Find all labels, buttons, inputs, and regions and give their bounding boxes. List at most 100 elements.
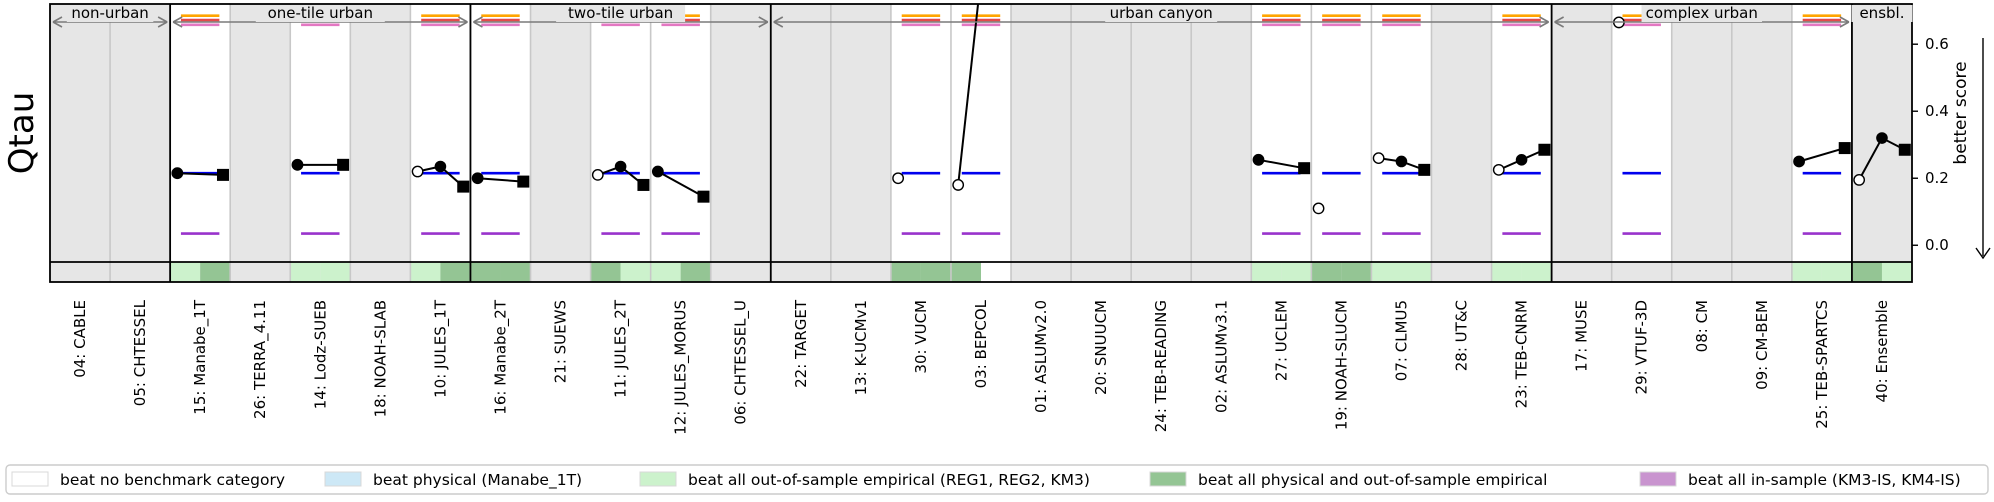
point-stage3-2	[216, 168, 229, 181]
x-tick-label: 17: MUSE	[1573, 300, 1591, 372]
beat-cell	[1251, 262, 1282, 282]
beat-cell	[890, 262, 921, 282]
legend-label: beat all physical and out-of-sample empi…	[1198, 471, 1548, 489]
point-stage2-22	[1395, 155, 1408, 168]
column-bg-10	[650, 4, 711, 262]
beat-cell	[1851, 262, 1882, 282]
point-stage2-9	[614, 160, 627, 173]
group-arrow-head-right	[458, 16, 468, 28]
beat-cell	[1821, 262, 1852, 282]
group-label: one-tile urban	[268, 4, 373, 22]
column-bg-28	[1731, 4, 1792, 262]
beat-cell	[1881, 262, 1912, 282]
group-arrow-head-right	[758, 16, 769, 28]
legend-label: beat physical (Manabe_1T)	[373, 471, 582, 490]
x-tick-label: 19: NOAH-SLUCM	[1332, 300, 1350, 430]
group-arrow-head-left	[52, 16, 63, 28]
x-tick-label: 18: NOAH-SLAB	[371, 300, 389, 417]
y-tick-label: 0.2	[1925, 169, 1949, 187]
legend-swatch	[11, 471, 49, 487]
x-tick-label: 23: TEB-CNRM	[1513, 300, 1531, 408]
column-bg-24	[1491, 4, 1552, 262]
beat-cell	[981, 262, 1012, 282]
y-axis-label: Qtau	[2, 92, 42, 174]
x-tick-label: 20: SNUUCM	[1092, 300, 1110, 395]
x-tick-label: 04: CABLE	[71, 300, 89, 378]
point-stage2-6	[434, 160, 447, 173]
legend-swatch	[1149, 471, 1187, 487]
group-label: complex urban	[1646, 4, 1758, 22]
plot-frame	[49, 3, 1913, 283]
group-label-bg	[1641, 5, 1763, 22]
point-stage1-14	[892, 172, 905, 185]
x-tick-label: 24: TEB-READING	[1152, 300, 1170, 432]
series-line-2	[177, 172, 224, 176]
group-label: two-tile urban	[568, 4, 673, 22]
group-arrow-head-right	[157, 16, 168, 28]
column-bg-4	[290, 4, 351, 262]
beat-cell	[680, 262, 711, 282]
better-score-label: better score	[1951, 61, 1971, 164]
column-bg-27	[1671, 4, 1732, 262]
series-line-7	[477, 177, 524, 183]
legend-swatch	[639, 471, 677, 487]
beat-cell	[1521, 262, 1552, 282]
column-bg-16	[1011, 4, 1072, 262]
point-stage3-24	[1538, 143, 1551, 156]
column-bg-26	[1611, 4, 1672, 262]
column-bg-3	[230, 4, 291, 262]
point-stage3-10	[697, 190, 710, 203]
column-bg-7	[470, 4, 531, 262]
beat-cell	[1491, 262, 1522, 282]
column-bg-2	[170, 4, 231, 262]
x-tick-label: 27: UCLEM	[1272, 300, 1290, 381]
beat-cell	[950, 262, 981, 282]
x-tick-label: 12: JULES_MORUS	[672, 300, 691, 435]
x-tick-label: 30: VUCM	[912, 300, 930, 374]
column-bg-22	[1371, 4, 1432, 262]
beat-cell	[470, 262, 501, 282]
point-stage2-24	[1515, 154, 1528, 166]
column-bg-0	[50, 4, 111, 262]
series-line-10	[657, 170, 704, 198]
column-bg-14	[890, 4, 951, 262]
beat-cell	[290, 262, 321, 282]
beat-cell	[1341, 262, 1372, 282]
group-arrow-head-left	[773, 16, 784, 28]
column-bg-9	[590, 4, 651, 262]
group-label-bg	[1105, 5, 1218, 22]
point-stage3-4	[337, 158, 350, 171]
column-bg-11	[710, 4, 771, 262]
group-arrow-head-left	[1554, 16, 1564, 28]
points-layer	[171, 4, 1911, 215]
beat-cell	[1371, 262, 1402, 282]
x-tick-label: 40: Ensemble	[1873, 300, 1891, 402]
column-bg-13	[830, 4, 891, 262]
group-arrow-head-left	[172, 16, 183, 28]
group-arrow-head-right	[1839, 16, 1850, 28]
column-bg-18	[1131, 4, 1192, 262]
series-line-20	[1258, 158, 1305, 170]
point-stage3-7	[517, 175, 530, 188]
beat-cell	[1401, 262, 1432, 282]
x-tick-label: 28: UT&C	[1453, 300, 1471, 371]
series-line-29	[1798, 147, 1846, 163]
beat-cell	[650, 262, 681, 282]
x-tick-label: 03: BEPCOL	[972, 299, 990, 388]
group-label: non-urban	[71, 4, 149, 22]
point-stage3-29	[1838, 142, 1851, 155]
point-stage1-24	[1492, 163, 1505, 176]
point-stage3-6	[457, 180, 470, 193]
x-tick-label: 15: Manabe_1T	[191, 299, 210, 415]
point-stage3-22	[1418, 163, 1431, 176]
x-tick-label: 06: CHTESSEL_U	[732, 300, 751, 425]
x-tick-label: 26: TERRA_4.11	[251, 300, 270, 419]
legend-label: beat all out-of-sample empirical (REG1, …	[688, 471, 1090, 489]
beat-cell	[590, 262, 621, 282]
point-stage3-9	[637, 178, 650, 191]
y-tick-label: 0.6	[1925, 35, 1949, 53]
y-tick-label: 0.0	[1925, 236, 1949, 254]
column-bg-15	[950, 4, 1012, 262]
x-tick-label: 05: CHTESSEL	[131, 299, 149, 406]
